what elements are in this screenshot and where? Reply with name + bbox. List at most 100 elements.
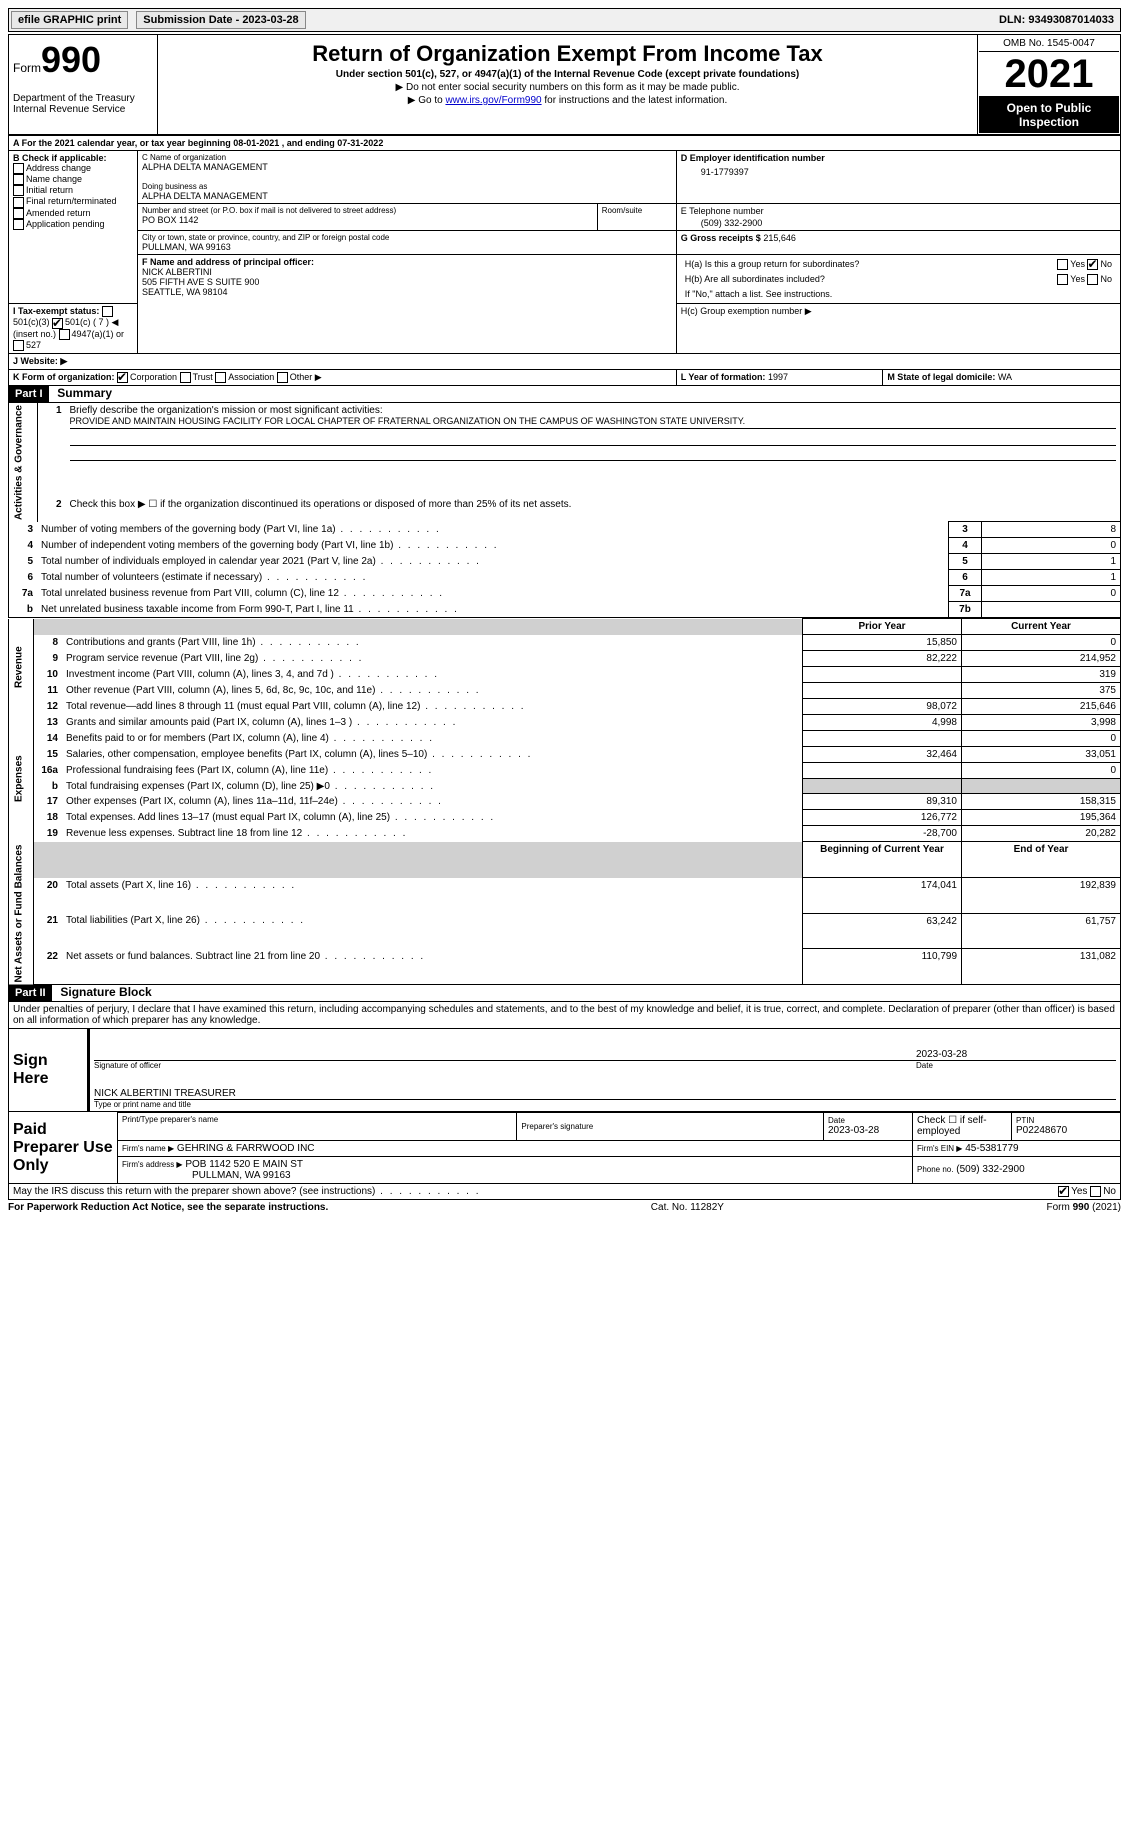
hb-yes[interactable]: [1057, 274, 1068, 285]
prep-date: 2023-03-28: [828, 1125, 908, 1136]
summary-line: Expenses13Grants and similar amounts pai…: [9, 715, 1121, 731]
firm-ein: 45-5381779: [965, 1143, 1018, 1154]
chk-501c[interactable]: [52, 318, 63, 329]
officer-addr1: 505 FIFTH AVE S SUITE 900: [142, 277, 672, 287]
ha-no[interactable]: [1087, 259, 1098, 270]
ssn-notice: ▶ Do not enter social security numbers o…: [166, 82, 969, 93]
top-bar: efile GRAPHIC print Submission Date - 20…: [8, 8, 1121, 32]
room-suite-label: Room/suite: [602, 206, 672, 215]
summary-line: 6Total number of volunteers (estimate if…: [9, 570, 1121, 586]
chk-final-return[interactable]: Final return/terminated: [13, 196, 133, 207]
side-activities-governance: Activities & Governance: [9, 403, 38, 522]
summary-line: 11Other revenue (Part VIII, column (A), …: [9, 683, 1121, 699]
revenue-expense-table: RevenuePrior YearCurrent Year8Contributi…: [8, 618, 1121, 985]
form-title: Return of Organization Exempt From Incom…: [166, 41, 969, 67]
org-name: ALPHA DELTA MANAGEMENT: [142, 162, 672, 172]
l1-label: Briefly describe the organization's miss…: [70, 405, 1117, 416]
dept-treasury: Department of the Treasury Internal Reve…: [13, 93, 153, 115]
form-header: Form990 Department of the Treasury Inter…: [8, 34, 1121, 135]
summary-table: Activities & Governance 1 Briefly descri…: [8, 403, 1121, 619]
irs-link[interactable]: www.irs.gov/Form990: [445, 95, 541, 106]
chk-trust[interactable]: [180, 372, 191, 383]
summary-line: 9Program service revenue (Part VIII, lin…: [9, 651, 1121, 667]
summary-line: 16aProfessional fundraising fees (Part I…: [9, 763, 1121, 779]
m-label: M State of legal domicile:: [887, 372, 995, 382]
h-b-label: H(b) Are all subordinates included?: [685, 274, 825, 284]
summary-line: 10Investment income (Part VIII, column (…: [9, 667, 1121, 683]
sig-officer-label: Signature of officer: [94, 1061, 916, 1070]
d-ein-label: D Employer identification number: [681, 153, 1116, 163]
firm-phone: (509) 332-2900: [956, 1164, 1024, 1175]
line-a-tax-year: A For the 2021 calendar year, or tax yea…: [9, 136, 1121, 151]
chk-other[interactable]: [277, 372, 288, 383]
preparer-block: Paid Preparer Use Only Print/Type prepar…: [8, 1112, 1121, 1184]
summary-line: 14Benefits paid to or for members (Part …: [9, 731, 1121, 747]
l-label: L Year of formation:: [681, 372, 766, 382]
column-header-row: RevenuePrior YearCurrent Year: [9, 619, 1121, 635]
phone-value: (509) 332-2900: [681, 216, 1116, 228]
chk-corp[interactable]: [117, 372, 128, 383]
summary-line: 7aTotal unrelated business revenue from …: [9, 586, 1121, 602]
chk-self-employed[interactable]: Check ☐ if self-employed: [913, 1112, 1012, 1140]
efile-print-button[interactable]: efile GRAPHIC print: [11, 11, 128, 29]
c-name-label: C Name of organization: [142, 153, 672, 162]
firm-addr2: PULLMAN, WA 99163: [122, 1170, 908, 1181]
street-label: Number and street (or P.O. box if mail i…: [142, 206, 593, 215]
discuss-yes[interactable]: [1058, 1186, 1069, 1197]
gross-receipts-value: 215,646: [763, 233, 796, 243]
part2-title: Signature Block: [54, 985, 151, 999]
chk-4947[interactable]: [59, 329, 70, 340]
chk-application-pending[interactable]: Application pending: [13, 219, 133, 230]
dln: DLN: 93493087014033: [999, 14, 1118, 26]
b-check-label: B Check if applicable:: [13, 153, 133, 163]
ptin-value: P02248670: [1016, 1125, 1116, 1136]
e-phone-label: E Telephone number: [681, 206, 1116, 216]
hb-no[interactable]: [1087, 274, 1098, 285]
prep-name-label: Print/Type preparer's name: [122, 1115, 512, 1124]
chk-amended-return[interactable]: Amended return: [13, 208, 133, 219]
name-title-label: Type or print name and title: [94, 1100, 1116, 1109]
chk-527[interactable]: [13, 340, 24, 351]
summary-line: 12Total revenue—add lines 8 through 11 (…: [9, 699, 1121, 715]
chk-address-change[interactable]: Address change: [13, 163, 133, 174]
sig-date-value: 2023-03-28: [916, 1049, 1116, 1060]
mission-text: PROVIDE AND MAINTAIN HOUSING FACILITY FO…: [70, 416, 1117, 429]
officer-name-title: NICK ALBERTINI TREASURER: [94, 1088, 1116, 1100]
omb-number: OMB No. 1545-0047: [979, 36, 1119, 52]
summary-line: 20Total assets (Part X, line 16)174,0411…: [9, 878, 1121, 914]
l2-text: Check this box ▶ ☐ if the organization d…: [66, 497, 1121, 521]
chk-initial-return[interactable]: Initial return: [13, 185, 133, 196]
summary-line: bTotal fundraising expenses (Part IX, co…: [9, 779, 1121, 794]
h-a-label: H(a) Is this a group return for subordin…: [685, 259, 860, 269]
column-header-row: Net Assets or Fund BalancesBeginning of …: [9, 842, 1121, 878]
part1-header: Part I: [9, 386, 49, 402]
part2-header: Part II: [9, 985, 52, 1001]
firm-addr1: POB 1142 520 E MAIN ST: [185, 1159, 303, 1170]
firm-name: GEHRING & FARRWOOD INC: [177, 1143, 315, 1154]
summary-line: 3Number of voting members of the governi…: [9, 522, 1121, 538]
paid-preparer-label: Paid Preparer Use Only: [9, 1112, 118, 1183]
city-state-zip: PULLMAN, WA 99163: [142, 242, 672, 252]
l-value: 1997: [768, 372, 788, 382]
sign-here-label: Sign Here: [9, 1029, 89, 1112]
officer-addr2: SEATTLE, WA 98104: [142, 287, 672, 297]
ha-yes[interactable]: [1057, 259, 1068, 270]
summary-line: 17Other expenses (Part IX, column (A), l…: [9, 794, 1121, 810]
entity-info-block: A For the 2021 calendar year, or tax yea…: [8, 135, 1121, 386]
chk-501c3[interactable]: [102, 306, 113, 317]
chk-assoc[interactable]: [215, 372, 226, 383]
dba-label: Doing business as: [142, 182, 672, 191]
dba-name: ALPHA DELTA MANAGEMENT: [142, 191, 672, 201]
submission-date: Submission Date - 2023-03-28: [136, 11, 305, 29]
form-footer: Form 990 (2021): [1047, 1202, 1121, 1213]
catalog-number: Cat. No. 11282Y: [651, 1202, 724, 1213]
paperwork-notice: For Paperwork Reduction Act Notice, see …: [8, 1202, 328, 1213]
page-footer: For Paperwork Reduction Act Notice, see …: [8, 1200, 1121, 1215]
summary-line: 5Total number of individuals employed in…: [9, 554, 1121, 570]
chk-name-change[interactable]: Name change: [13, 174, 133, 185]
city-label: City or town, state or province, country…: [142, 233, 672, 242]
discuss-no[interactable]: [1090, 1186, 1101, 1197]
summary-line: 18Total expenses. Add lines 13–17 (must …: [9, 810, 1121, 826]
form-subtitle: Under section 501(c), 527, or 4947(a)(1)…: [166, 69, 969, 80]
summary-line: 4Number of independent voting members of…: [9, 538, 1121, 554]
